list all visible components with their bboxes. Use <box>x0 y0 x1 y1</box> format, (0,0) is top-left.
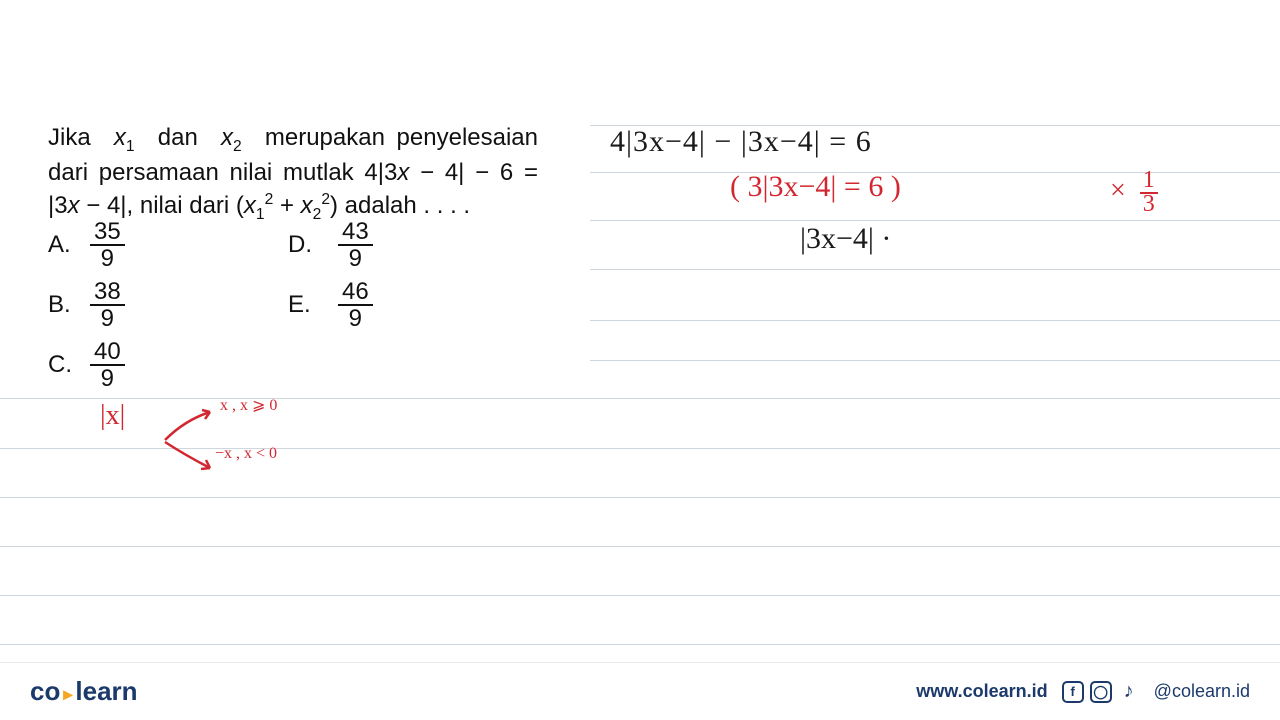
social-icons: f ◯ ♪ <box>1062 681 1140 703</box>
rule-line <box>590 360 1280 361</box>
problem-text: Jika x1 dan x2 merupakan penyelesaian da… <box>48 122 538 225</box>
handwriting-step-1: 4|3x−4| − |3x−4| = 6 <box>610 125 872 159</box>
logo-part-learn: learn <box>75 676 137 706</box>
fraction-numerator: 35 <box>90 219 125 246</box>
option-b: B. 38 9 E. 46 9 <box>48 275 125 335</box>
option-label: A. <box>48 231 90 259</box>
options-block: A. 35 9 D. 43 9 B. 38 9 E. 46 9 C. 40 9 <box>48 215 125 395</box>
handwriting-multiply: × 1 3 <box>1110 170 1158 215</box>
option-a: A. 35 9 D. 43 9 <box>48 215 125 275</box>
fraction-numerator: 40 <box>90 339 125 366</box>
abs-def-positive: x , x ⩾ 0 <box>220 395 277 415</box>
footer-bar: co▸learn www.colearn.id f ◯ ♪ @colearn.i… <box>0 662 1280 720</box>
rule-line <box>590 172 1280 173</box>
small-fraction: 1 3 <box>1140 170 1158 215</box>
facebook-icon[interactable]: f <box>1062 681 1084 703</box>
abs-def-negative: −x , x < 0 <box>215 445 277 463</box>
option-fraction: 38 9 <box>90 279 125 331</box>
instagram-icon[interactable]: ◯ <box>1090 681 1112 703</box>
social-handle: @colearn.id <box>1154 681 1250 702</box>
handwriting-step-3: |3x−4| · <box>800 222 891 256</box>
rule-line <box>590 269 1280 270</box>
option-fraction: 35 9 <box>90 219 125 271</box>
option-c: C. 40 9 <box>48 335 125 395</box>
fraction-denominator: 9 <box>97 246 118 271</box>
option-fraction: 46 9 <box>338 279 373 331</box>
rule-line <box>0 595 1280 596</box>
brand-logo: co▸learn <box>30 676 138 707</box>
fraction-numerator: 43 <box>338 219 373 246</box>
rule-line <box>0 497 1280 498</box>
abs-value-symbol: |x| <box>100 400 125 432</box>
fraction-denominator: 9 <box>345 306 366 331</box>
option-fraction: 40 9 <box>90 339 125 391</box>
rule-line <box>0 644 1280 645</box>
fraction-numerator: 46 <box>338 279 373 306</box>
tiktok-icon[interactable]: ♪ <box>1118 681 1140 703</box>
multiply-sign: × <box>1110 175 1126 206</box>
option-label: E. <box>288 291 330 319</box>
rule-line <box>0 546 1280 547</box>
fraction-denominator: 9 <box>97 306 118 331</box>
fraction-denominator: 9 <box>345 246 366 271</box>
fraction-numerator: 38 <box>90 279 125 306</box>
rule-line <box>0 398 1280 399</box>
rule-line <box>590 220 1280 221</box>
footer-right: www.colearn.id f ◯ ♪ @colearn.id <box>916 681 1250 703</box>
option-label: B. <box>48 291 90 319</box>
fraction-denominator: 3 <box>1143 194 1155 216</box>
fraction-denominator: 9 <box>97 366 118 391</box>
option-fraction: 43 9 <box>338 219 373 271</box>
option-label: D. <box>288 231 330 259</box>
rule-line <box>590 320 1280 321</box>
logo-part-co: co <box>30 676 60 706</box>
option-label: C. <box>48 351 90 379</box>
handwriting-step-2: ( 3|3x−4| = 6 ) <box>730 170 901 204</box>
website-link[interactable]: www.colearn.id <box>916 681 1047 702</box>
branch-arrow-icon <box>155 400 225 480</box>
logo-dot-icon: ▸ <box>60 684 75 704</box>
